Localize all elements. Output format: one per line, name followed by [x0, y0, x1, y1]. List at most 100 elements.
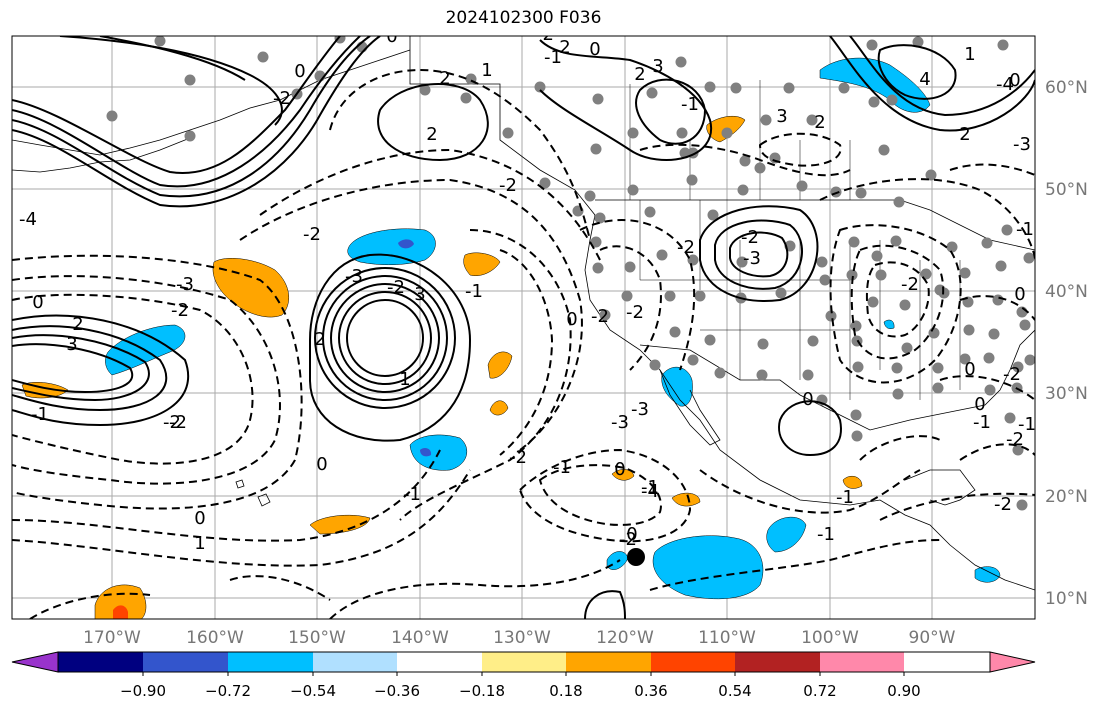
contour-label: -1: [1016, 219, 1034, 240]
colorbar-tick-label: 0.36: [634, 682, 667, 700]
latitude-label: 50°N: [1045, 180, 1088, 200]
station-dot: [621, 290, 633, 302]
contour-label: 0: [974, 394, 985, 415]
station-dot: [997, 39, 1009, 51]
shade-orange: [489, 400, 509, 416]
station-dot: [1004, 412, 1016, 424]
station-dot: [704, 81, 716, 93]
contour-label: 1: [194, 533, 205, 554]
contour-label: -3: [743, 248, 761, 269]
colorbar-segment: [566, 652, 651, 672]
coastline-baja: [659, 369, 721, 446]
latitude-label: 60°N: [1045, 78, 1088, 98]
longitude-label: 90°W: [909, 628, 956, 648]
contour-dashed: [949, 163, 1035, 176]
colorbar-tick-label: −0.54: [290, 682, 336, 700]
contour-solid: [635, 78, 707, 145]
contour-label: 0: [316, 454, 327, 475]
contour-label: 0: [589, 39, 600, 60]
map-frame: [11, 35, 1036, 620]
station-dot: [694, 290, 706, 302]
contour-dashed: [859, 435, 941, 461]
contour-solid: [877, 44, 957, 100]
contour-label: 0: [1009, 70, 1020, 91]
longitude-label: 120°W: [596, 628, 654, 648]
contour-label: 1: [481, 60, 492, 81]
shade-blue: [661, 366, 693, 407]
station-dot: [899, 299, 911, 311]
station-dot: [891, 362, 903, 374]
station-dot: [830, 186, 842, 198]
contour-solid: [584, 590, 626, 619]
station-dot: [707, 209, 719, 221]
colorbar-segment: [820, 652, 904, 672]
station-dot: [866, 39, 878, 51]
station-dot: [871, 250, 883, 262]
contour-label: 0: [386, 26, 397, 47]
station-dot: [676, 127, 688, 139]
contour-solid: [377, 83, 489, 162]
contour-label: 0: [614, 459, 625, 480]
contour-solid: [714, 219, 803, 290]
station-dot: [419, 84, 431, 96]
station-dot: [687, 354, 699, 366]
contour-label: -2: [619, 529, 637, 550]
contour-solid: [330, 283, 440, 393]
contour-solid: [12, 36, 371, 198]
colorbar-outline: [57, 651, 991, 673]
contour-label: -1: [1018, 414, 1036, 435]
contour-label: 2: [634, 64, 645, 85]
shade-blue: [974, 566, 1001, 583]
station-dot: [901, 342, 913, 354]
station-dot: [539, 177, 551, 189]
station-dot: [714, 367, 726, 379]
contour-label: -2: [499, 175, 517, 196]
station-dot: [850, 409, 862, 421]
contour-solid: [12, 36, 361, 188]
station-dot: [739, 155, 751, 167]
contour-solid: [729, 231, 789, 278]
contour-label: -4: [641, 481, 659, 502]
station-dot: [963, 324, 975, 336]
contour-label: 0: [802, 389, 813, 410]
station-dot: [627, 184, 639, 196]
station-dot: [981, 237, 993, 249]
station-dot: [775, 287, 787, 299]
station-dot: [893, 196, 905, 208]
contour-label: 1: [964, 44, 975, 65]
longitude-label: 110°W: [698, 628, 756, 648]
colorbar-tick-label: 0.18: [549, 682, 582, 700]
station-dot: [932, 382, 944, 394]
contour-solid: [699, 205, 819, 302]
station-dot: [646, 87, 658, 99]
contour-dashed: [12, 469, 471, 567]
contour-label: -1: [465, 281, 483, 302]
contour-solid: [12, 314, 190, 427]
shade-blue: [883, 319, 895, 329]
contour-dashed: [639, 143, 851, 177]
station-dot: [737, 184, 749, 196]
station-dot: [1019, 319, 1031, 331]
station-dot: [1024, 354, 1035, 366]
station-dot: [984, 384, 996, 396]
contour-label: -2: [509, 447, 527, 468]
colorbar-segment: [143, 652, 228, 672]
contour-dashed: [518, 448, 692, 543]
contour-label: 0: [294, 61, 305, 82]
contour-label: 1: [399, 369, 410, 390]
station-dot: [988, 328, 1000, 340]
contour-label: -2: [741, 227, 759, 248]
shade-orange: [212, 258, 289, 318]
station-dot: [875, 269, 887, 281]
station-dot: [592, 262, 604, 274]
contour-dashed: [959, 443, 1035, 461]
longitude-label: 170°W: [83, 628, 141, 648]
station-dot: [848, 236, 860, 248]
contour-dashed: [399, 229, 572, 521]
station-dot: [783, 82, 795, 94]
contour-dashed: [239, 178, 583, 451]
station-dot: [946, 241, 958, 253]
island-hawaii: [235, 479, 271, 507]
contour-label: 0: [32, 292, 43, 313]
station-dot: [806, 114, 818, 126]
